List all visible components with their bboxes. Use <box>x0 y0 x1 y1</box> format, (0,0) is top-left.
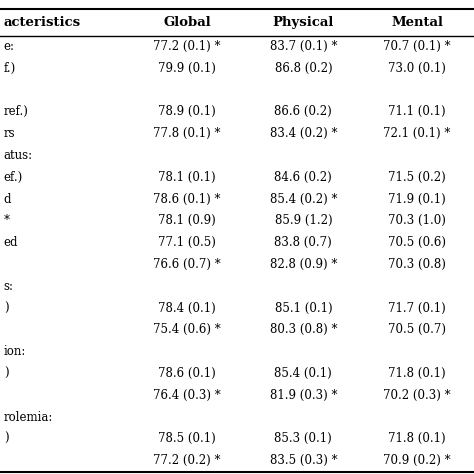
Text: e:: e: <box>4 40 15 53</box>
Text: d: d <box>4 192 11 206</box>
Text: 70.9 (0.2) *: 70.9 (0.2) * <box>383 454 451 467</box>
Text: ): ) <box>4 301 9 315</box>
Text: 86.8 (0.2): 86.8 (0.2) <box>274 62 332 75</box>
Text: 85.1 (0.1): 85.1 (0.1) <box>274 301 332 315</box>
Text: 76.6 (0.7) *: 76.6 (0.7) * <box>154 258 221 271</box>
Text: 71.1 (0.1): 71.1 (0.1) <box>388 105 446 118</box>
Text: 81.9 (0.3) *: 81.9 (0.3) * <box>270 389 337 402</box>
Text: f.): f.) <box>4 62 16 75</box>
Text: 78.5 (0.1): 78.5 (0.1) <box>158 432 216 446</box>
Text: 72.1 (0.1) *: 72.1 (0.1) * <box>383 127 451 140</box>
Text: 70.5 (0.7): 70.5 (0.7) <box>388 323 446 337</box>
Text: 71.9 (0.1): 71.9 (0.1) <box>388 192 446 206</box>
Text: 85.3 (0.1): 85.3 (0.1) <box>274 432 332 446</box>
Text: rs: rs <box>4 127 16 140</box>
Text: 71.7 (0.1): 71.7 (0.1) <box>388 301 446 315</box>
Text: 71.8 (0.1): 71.8 (0.1) <box>388 432 446 446</box>
Text: 78.9 (0.1): 78.9 (0.1) <box>158 105 216 118</box>
Text: 71.5 (0.2): 71.5 (0.2) <box>388 171 446 184</box>
Text: 77.2 (0.2) *: 77.2 (0.2) * <box>154 454 221 467</box>
Text: 78.1 (0.1): 78.1 (0.1) <box>158 171 216 184</box>
Text: 82.8 (0.9) *: 82.8 (0.9) * <box>270 258 337 271</box>
Text: Mental: Mental <box>391 16 443 29</box>
Text: 83.5 (0.3) *: 83.5 (0.3) * <box>270 454 337 467</box>
Text: ef.): ef.) <box>4 171 23 184</box>
Text: 70.3 (1.0): 70.3 (1.0) <box>388 214 446 228</box>
Text: 73.0 (0.1): 73.0 (0.1) <box>388 62 446 75</box>
Text: 78.6 (0.1) *: 78.6 (0.1) * <box>154 192 221 206</box>
Text: acteristics: acteristics <box>4 16 81 29</box>
Text: ): ) <box>4 432 9 446</box>
Text: ref.): ref.) <box>4 105 28 118</box>
Text: 77.1 (0.5): 77.1 (0.5) <box>158 236 216 249</box>
Text: 70.7 (0.1) *: 70.7 (0.1) * <box>383 40 451 53</box>
Text: 70.5 (0.6): 70.5 (0.6) <box>388 236 446 249</box>
Text: ): ) <box>4 367 9 380</box>
Text: *: * <box>4 214 10 228</box>
Text: 70.3 (0.8): 70.3 (0.8) <box>388 258 446 271</box>
Text: 83.8 (0.7): 83.8 (0.7) <box>274 236 332 249</box>
Text: 83.7 (0.1) *: 83.7 (0.1) * <box>270 40 337 53</box>
Text: 84.6 (0.2): 84.6 (0.2) <box>274 171 332 184</box>
Text: 78.6 (0.1): 78.6 (0.1) <box>158 367 216 380</box>
Text: 78.4 (0.1): 78.4 (0.1) <box>158 301 216 315</box>
Text: 83.4 (0.2) *: 83.4 (0.2) * <box>270 127 337 140</box>
Text: 85.4 (0.2) *: 85.4 (0.2) * <box>270 192 337 206</box>
Text: Global: Global <box>164 16 211 29</box>
Text: 85.4 (0.1): 85.4 (0.1) <box>274 367 332 380</box>
Text: 80.3 (0.8) *: 80.3 (0.8) * <box>270 323 337 337</box>
Text: 86.6 (0.2): 86.6 (0.2) <box>274 105 332 118</box>
Text: atus:: atus: <box>4 149 33 162</box>
Text: rolemia:: rolemia: <box>4 410 53 424</box>
Text: s:: s: <box>4 280 14 293</box>
Text: ion:: ion: <box>4 345 26 358</box>
Text: 85.9 (1.2): 85.9 (1.2) <box>274 214 332 228</box>
Text: 77.2 (0.1) *: 77.2 (0.1) * <box>154 40 221 53</box>
Text: 79.9 (0.1): 79.9 (0.1) <box>158 62 216 75</box>
Text: 70.2 (0.3) *: 70.2 (0.3) * <box>383 389 451 402</box>
Text: 71.8 (0.1): 71.8 (0.1) <box>388 367 446 380</box>
Text: 78.1 (0.9): 78.1 (0.9) <box>158 214 216 228</box>
Text: 77.8 (0.1) *: 77.8 (0.1) * <box>154 127 221 140</box>
Text: 75.4 (0.6) *: 75.4 (0.6) * <box>154 323 221 337</box>
Text: 76.4 (0.3) *: 76.4 (0.3) * <box>154 389 221 402</box>
Text: Physical: Physical <box>273 16 334 29</box>
Text: ed: ed <box>4 236 18 249</box>
